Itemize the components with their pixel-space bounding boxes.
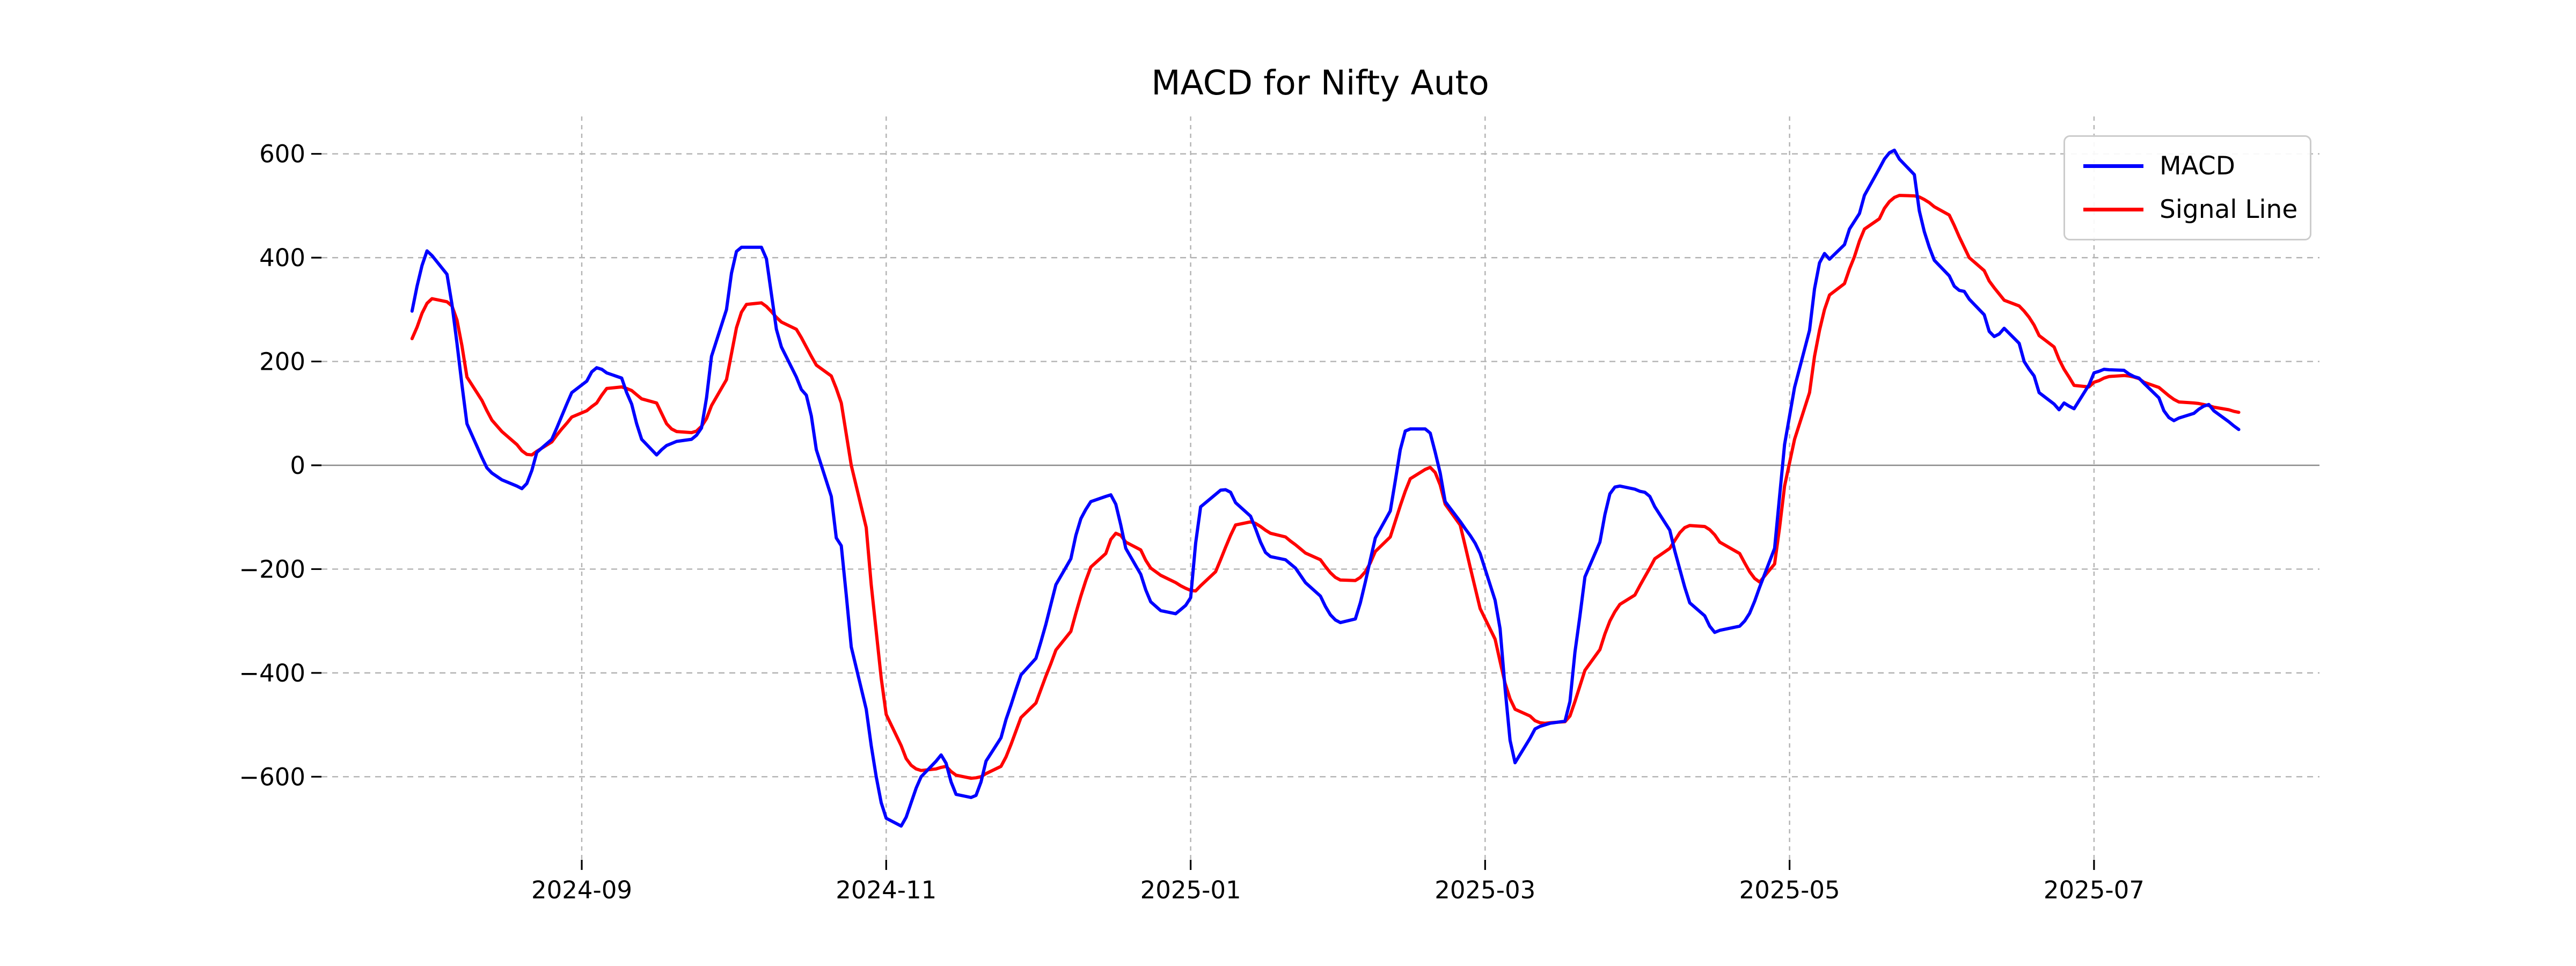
chart-title: MACD for Nifty Auto <box>1151 63 1489 103</box>
legend-item-macd: MACD <box>2083 151 2310 181</box>
signal-line-series <box>410 194 2241 780</box>
tick-marks <box>311 153 2095 870</box>
x-tick-label: 2025-03 <box>1435 876 1535 904</box>
macd-line-path <box>410 148 2241 828</box>
x-tick-label: 2025-07 <box>2044 876 2145 904</box>
x-tick-label: 2025-01 <box>1140 876 1241 904</box>
y-tick-label: −200 <box>239 555 305 583</box>
legend-label-macd: MACD <box>2160 151 2235 181</box>
y-tick-label: 400 <box>259 244 305 272</box>
x-tick-label: 2024-09 <box>531 876 632 904</box>
signal-line-path <box>410 194 2241 780</box>
legend-label-signal: Signal Line <box>2160 195 2298 224</box>
legend: MACD Signal Line <box>2063 135 2311 240</box>
gridlines <box>321 116 2319 860</box>
y-tick-label: 200 <box>259 348 305 376</box>
macd-line-series <box>410 148 2241 828</box>
y-tick-label: −400 <box>239 659 305 687</box>
macd-line-swatch <box>2083 164 2143 168</box>
x-tick-labels: 2024-09 2024-11 2025-01 2025-03 2025-05 2025-… <box>531 876 2145 904</box>
legend-item-signal: Signal Line <box>2083 195 2310 224</box>
x-tick-label: 2024-11 <box>836 876 936 904</box>
y-tick-label: −600 <box>239 763 305 791</box>
signal-line-swatch <box>2083 208 2143 211</box>
x-tick-label: 2025-05 <box>1739 876 1840 904</box>
y-tick-label: 600 <box>259 140 305 169</box>
y-tick-label: 0 <box>290 451 305 480</box>
y-tick-labels: 600 400 200 0 −200 −400 −600 <box>239 140 305 792</box>
